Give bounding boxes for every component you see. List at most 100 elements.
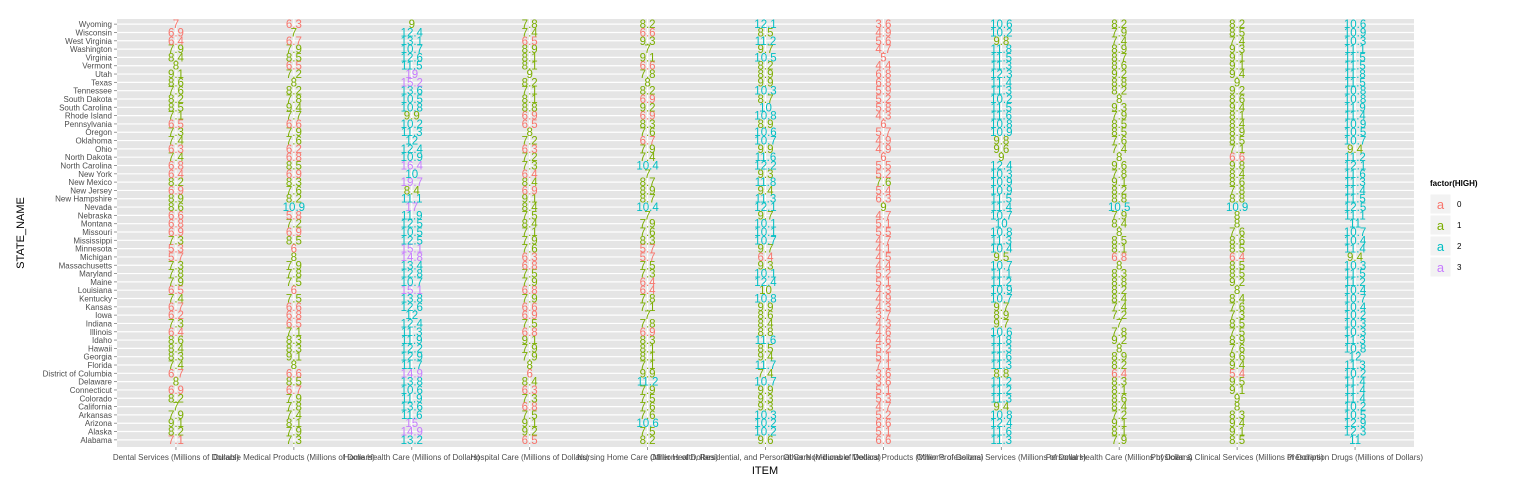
- cell-value-label: 8.1: [522, 94, 538, 106]
- cell-value-label: 6.8: [286, 152, 302, 164]
- cell-value-label: 9.6: [1111, 160, 1127, 172]
- y-tick-label: Delaware: [78, 378, 112, 387]
- cell-value-label: 8: [291, 77, 297, 89]
- cell-value-label: 7.9: [522, 294, 538, 306]
- y-tick-label: Illinois: [90, 328, 112, 337]
- cell-value-label: 10: [759, 285, 772, 297]
- cell-value-label: 11.9: [401, 335, 423, 347]
- cell-value-label: 10.1: [754, 227, 776, 239]
- y-tick-label: Iowa: [95, 311, 112, 320]
- cell-value-label: 12.3: [990, 69, 1012, 81]
- cell-value-label: 12: [405, 136, 418, 148]
- cell-value-label: 9.3: [758, 402, 774, 414]
- cell-value-label: 7.8: [640, 318, 656, 330]
- cell-value-label: 11.6: [755, 335, 777, 347]
- cell-value-label: 11.3: [991, 235, 1013, 247]
- cell-value-label: 6.8: [168, 219, 184, 231]
- cell-value-label: 4.6: [875, 335, 891, 347]
- cell-value-label: 7.8: [286, 269, 302, 281]
- cell-value-label: 8: [1234, 285, 1240, 297]
- cell-value-label: 11.2: [991, 377, 1013, 389]
- cell-value-label: 11.3: [991, 435, 1013, 447]
- cell-value-label: 9.8: [1229, 160, 1245, 172]
- cell-value-label: 7: [644, 210, 650, 222]
- cell-value-label: 8.3: [640, 119, 656, 131]
- cell-value-label: 6.6: [640, 61, 656, 73]
- cell-value-label: 12.9: [1344, 418, 1366, 430]
- cell-value-label: 9.4: [286, 102, 303, 114]
- cell-value-label: 11.1: [1344, 44, 1366, 56]
- cell-value-label: 9.4: [758, 352, 775, 364]
- cell-value-label: 10.8: [401, 102, 423, 114]
- y-tick-label: Pennsylvania: [64, 120, 112, 129]
- cell-value-label: 11.5: [1344, 61, 1366, 73]
- cell-value-label: 7.9: [168, 44, 184, 56]
- cell-value-label: 8.4: [1111, 402, 1128, 414]
- cell-value-label: 12.9: [401, 352, 423, 364]
- cell-value-label: 9.1: [1229, 52, 1245, 64]
- cell-value-label: 6: [291, 244, 297, 256]
- cell-value-label: 8.5: [1229, 244, 1245, 256]
- cell-value-label: 10.9: [1344, 27, 1366, 39]
- cell-value-label: 6.4: [1111, 368, 1128, 380]
- cell-value-label: 7.9: [1111, 435, 1127, 447]
- cell-value-label: 9.3: [1111, 102, 1127, 114]
- cell-value-label: 4.4: [875, 260, 892, 272]
- cell-value-label: 10.2: [1344, 310, 1366, 322]
- cell-value-label: 10.3: [990, 169, 1012, 181]
- y-tick-label: Oklahoma: [76, 137, 113, 146]
- y-tick-label: New Mexico: [68, 178, 112, 187]
- cell-value-label: 12.1: [754, 19, 776, 31]
- cell-value-label: 8.9: [522, 44, 538, 56]
- cell-value-label: 11.3: [1344, 360, 1366, 372]
- cell-labels: 7.1 7.3 13.2 6.5 8.2 9.6 6.6 11.3 7.9 8.5 118.2 7.9…: [168, 19, 1367, 447]
- cell-value-label: 3.6: [875, 368, 891, 380]
- cell-value-label: 8.9: [1111, 352, 1127, 364]
- cell-value-label: 11.9: [1344, 102, 1366, 114]
- cell-value-label: 6.5: [168, 285, 184, 297]
- cell-value-label: 8.3: [1229, 410, 1245, 422]
- cell-value-label: 8.7: [640, 194, 656, 206]
- cell-value-label: 7.3: [522, 393, 538, 405]
- y-tick-label: Wisconsin: [76, 28, 112, 37]
- cell-value-label: 7.4: [168, 136, 185, 148]
- cell-value-label: 8.8: [758, 327, 774, 339]
- y-tick-label: West Virginia: [65, 37, 112, 46]
- cell-value-label: 10.4: [636, 202, 659, 214]
- cell-value-label: 9.2: [1111, 69, 1127, 81]
- cell-value-label: 10.3: [1344, 36, 1366, 48]
- cell-value-label: 11.2: [755, 36, 777, 48]
- cell-value-label: 6.8: [522, 402, 538, 414]
- cell-value-label: 7.3: [1229, 310, 1245, 322]
- cell-value-label: 8.7: [1111, 52, 1127, 64]
- cell-value-label: 10.6: [990, 19, 1012, 31]
- cell-value-label: 7.4: [286, 410, 303, 422]
- cell-value-label: 8.5: [1229, 318, 1245, 330]
- cell-value-label: 8.9: [640, 185, 656, 197]
- cell-value-label: 6.3: [286, 19, 302, 31]
- cell-value-label: 11.4: [991, 202, 1013, 214]
- cell-value-label: 8.5: [1111, 127, 1127, 139]
- cell-value-label: 7.8: [1111, 327, 1127, 339]
- cell-value-label: 8: [1116, 152, 1122, 164]
- cell-value-label: 7.5: [640, 393, 656, 405]
- cell-value-label: 6.6: [168, 210, 184, 222]
- cell-value-label: 9.2: [1111, 335, 1127, 347]
- y-tick-label: Alabama: [80, 436, 112, 445]
- y-tick-label: Arkansas: [79, 411, 112, 420]
- cell-value-label: 8.3: [640, 335, 656, 347]
- cell-value-label: 10.5: [754, 52, 776, 64]
- cell-value-label: 10.4: [990, 244, 1013, 256]
- cell-value-label: 6.4: [640, 285, 657, 297]
- cell-value-label: 10.6: [754, 127, 776, 139]
- cell-value-label: 16.4: [401, 160, 424, 172]
- cell-value-label: 10.8: [990, 227, 1012, 239]
- cell-value-label: 8.3: [286, 343, 302, 355]
- cell-value-label: 6.8: [1111, 252, 1127, 264]
- y-tick-label: Missouri: [82, 228, 112, 237]
- y-tick-label: Florida: [88, 361, 113, 370]
- cell-value-label: 13.8: [401, 294, 423, 306]
- cell-value-label: 8.1: [1111, 385, 1127, 397]
- cell-value-label: 10.4: [1344, 285, 1367, 297]
- cell-value-label: 6.9: [286, 227, 302, 239]
